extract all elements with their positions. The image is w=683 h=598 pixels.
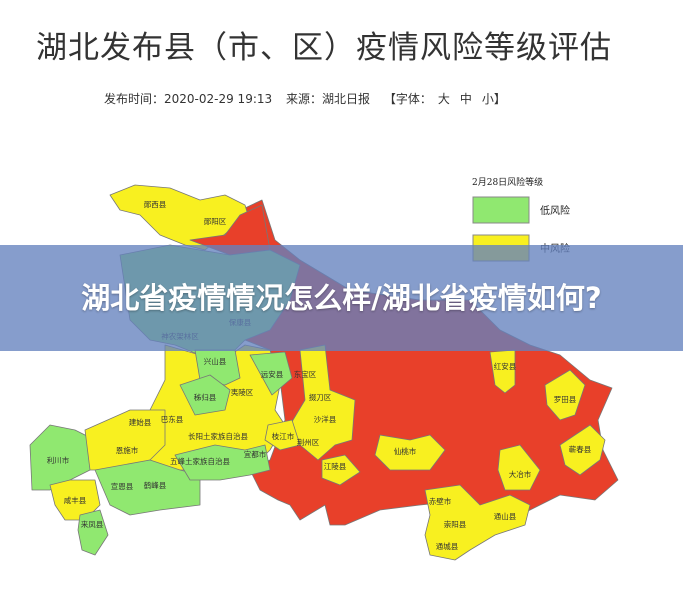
article-meta: 发布时间：2020-02-29 19:13 来源：湖北日报 【字体： 大中小】 — [104, 90, 506, 107]
region-wufeng-yidu — [174, 444, 271, 481]
county-label: 郧西县 — [144, 200, 167, 209]
legend-title: 2月28日风险等级 — [472, 176, 543, 188]
region-enshi-yellow — [84, 409, 166, 471]
region-xuanen-hefeng — [94, 459, 201, 516]
region-daye — [497, 444, 541, 491]
region-dongbao-shayang — [289, 344, 356, 461]
county-label: 通山县 — [494, 511, 517, 521]
county-label: 巴东县 — [161, 414, 184, 424]
county-label: 建始县 — [129, 417, 152, 427]
legend-swatch-low — [472, 196, 530, 224]
font-size-label: 【字体： — [383, 92, 432, 106]
county-label: 利川市 — [47, 455, 70, 465]
county-label: 秭归县 — [194, 392, 217, 402]
county-label: 荆州区 — [297, 437, 320, 447]
font-small-button[interactable]: 小】 — [481, 92, 506, 106]
county-label: 恩施市 — [116, 445, 139, 455]
county-label: 罗田县 — [554, 395, 577, 404]
county-label: 宣恩县 — [111, 481, 134, 491]
county-label: 江陵县 — [324, 462, 347, 471]
region-luotian — [544, 369, 586, 421]
article-title: 湖北发布县（市、区）疫情风险等级评估 — [36, 30, 612, 66]
county-label: 鹤峰县 — [144, 480, 167, 490]
region-jiangling — [321, 454, 361, 486]
county-label: 来凤县 — [81, 520, 104, 529]
font-medium-button[interactable]: 中 — [459, 92, 472, 106]
county-label: 远安县 — [261, 369, 284, 379]
county-label: 东宝区 — [294, 369, 317, 379]
county-label: 咸丰县 — [64, 495, 87, 505]
county-label: 赤壁市 — [429, 496, 452, 506]
county-label: 通城县 — [436, 541, 459, 551]
region-yuanan — [249, 351, 293, 396]
county-label: 郧阳区 — [204, 217, 227, 226]
county-label: 夷陵区 — [231, 387, 254, 397]
county-label: 沙洋县 — [314, 414, 337, 424]
publish-time: 发布时间：2020-02-29 19:13 — [104, 92, 273, 106]
county-label: 大冶市 — [509, 469, 532, 479]
region-qichun — [559, 424, 606, 476]
region-south-yellow — [424, 484, 531, 561]
region-zhijiang — [264, 419, 301, 451]
county-label: 枝江市 — [272, 431, 295, 441]
county-label: 蕲春县 — [569, 444, 592, 454]
county-label: 五峰土家族自治县 — [170, 456, 230, 466]
legend-label-low: 低风险 — [540, 204, 570, 217]
region-xiantao — [374, 434, 446, 471]
county-label: 兴山县 — [204, 356, 227, 366]
source: 来源：湖北日报 — [285, 92, 370, 106]
region-laifeng — [77, 509, 109, 556]
region-zigui — [179, 374, 231, 416]
county-label: 仙桃市 — [394, 446, 417, 456]
county-label: 掇刀区 — [309, 392, 332, 402]
county-label: 红安县 — [494, 361, 517, 371]
font-large-button[interactable]: 大 — [437, 92, 450, 106]
county-label: 宜都市 — [244, 449, 267, 459]
county-label: 长阳土家族自治县 — [188, 431, 248, 441]
banner-title: 湖北省疫情情况怎么样/湖北省疫情如何? — [81, 281, 602, 315]
county-label: 崇阳县 — [444, 520, 467, 529]
overlay-banner: 湖北省疫情情况怎么样/湖北省疫情如何? — [0, 245, 683, 351]
